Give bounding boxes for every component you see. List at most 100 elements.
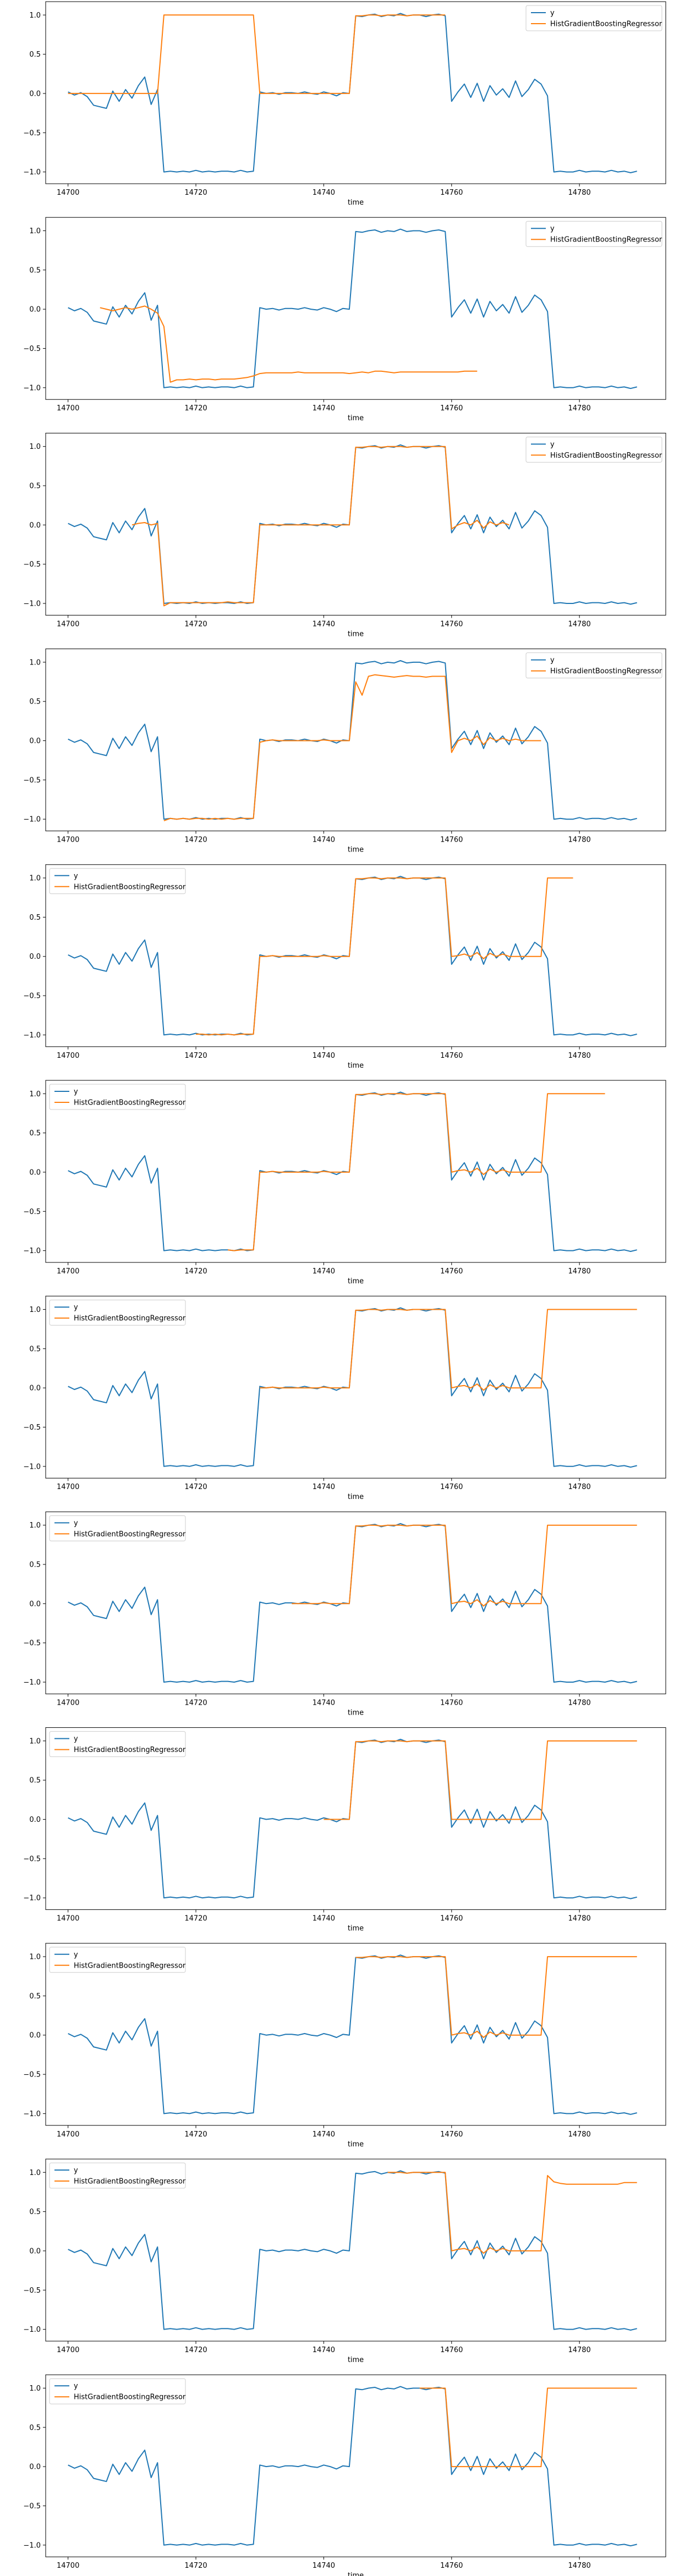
y-tick-label: 0.5	[29, 1345, 41, 1353]
y-tick-label: 0.0	[29, 1385, 41, 1393]
legend-label: HistGradientBoostingRegressor	[74, 1315, 186, 1323]
series-line-y	[68, 1954, 637, 2115]
legend-box	[525, 221, 662, 247]
x-tick-label: 14780	[568, 2130, 590, 2139]
plot-frame	[45, 1727, 666, 1910]
series-line-y	[68, 2170, 637, 2331]
x-tick-label: 14760	[440, 2346, 463, 2354]
x-tick-label: 14720	[184, 2346, 207, 2354]
x-axis-label: time	[348, 1493, 364, 1501]
y-tick-label: 0.5	[29, 2208, 41, 2216]
x-tick-label: 14780	[568, 2346, 590, 2354]
chart-panel: 14700 14720 14740 14760 14780 −1.0 −0.5 0.0 0.5 1…	[23, 2374, 666, 2576]
legend-label: HistGradientBoostingRegressor	[74, 1962, 186, 1970]
plot-frame	[45, 2158, 666, 2342]
legend-label: y	[74, 872, 78, 880]
x-tick-label: 14780	[568, 189, 590, 197]
y-tick-label: 0.0	[29, 90, 41, 98]
plot-frame	[45, 217, 666, 400]
x-axis-label: time	[348, 1277, 364, 1286]
series-line-prediction	[260, 1309, 637, 1391]
x-tick-label: 14780	[568, 836, 590, 844]
series-line-y	[68, 660, 637, 821]
x-tick-label: 14780	[568, 1052, 590, 1060]
legend: y HistGradientBoostingRegressor	[49, 1084, 186, 1110]
chart-panel: 14700 14720 14740 14760 14780 −1.0 −0.5 0.0 0.5 1…	[23, 1727, 666, 1933]
series-line-y	[68, 1307, 637, 1468]
y-tick-label: −0.5	[23, 1855, 41, 1863]
series-line-prediction	[131, 446, 509, 607]
x-tick-label: 14700	[57, 1483, 79, 1491]
legend-label: y	[550, 656, 555, 664]
y-tick-label: −1.0	[23, 2110, 41, 2118]
y-tick-label: −0.5	[23, 2502, 41, 2511]
chart-panel: 14700 14720 14740 14760 14780 −1.0 −0.5 0.0 0.5 1…	[23, 1, 666, 207]
x-tick-label: 14700	[57, 620, 79, 628]
y-tick-label: 0.0	[29, 1816, 41, 1824]
y-tick-label: 0.5	[29, 1129, 41, 1138]
plot-frame	[45, 864, 666, 1047]
x-tick-label: 14760	[440, 189, 463, 197]
y-tick-label: 0.0	[29, 2031, 41, 2040]
legend-label: HistGradientBoostingRegressor	[550, 20, 662, 29]
legend-box	[49, 1515, 186, 1541]
y-tick-label: 1.0	[29, 1522, 41, 1530]
legend-box	[525, 652, 662, 679]
legend: y HistGradientBoostingRegressor	[525, 221, 662, 247]
x-axis-label: time	[348, 2572, 364, 2576]
legend-label: HistGradientBoostingRegressor	[74, 1746, 186, 1754]
x-tick-label: 14720	[184, 1052, 207, 1060]
legend-label: y	[74, 1951, 78, 1959]
chart-panel: 14700 14720 14740 14760 14780 −1.0 −0.5 0.0 0.5 1…	[23, 432, 666, 638]
y-tick-label: −0.5	[23, 2071, 41, 2079]
legend-box	[49, 1084, 186, 1110]
legend-box	[49, 2378, 186, 2404]
plot-frame	[45, 1, 666, 184]
series-line-y	[68, 1739, 637, 1899]
x-tick-label: 14700	[57, 2130, 79, 2139]
y-tick-label: 0.0	[29, 2463, 41, 2471]
y-tick-label: −0.5	[23, 1208, 41, 1216]
x-axis-label: time	[348, 630, 364, 638]
chart-panel: 14700 14720 14740 14760 14780 −1.0 −0.5 0.0 0.5 1…	[23, 1511, 666, 1717]
legend-label: HistGradientBoostingRegressor	[74, 883, 186, 891]
legend-box	[49, 2162, 186, 2189]
x-tick-label: 14780	[568, 404, 590, 413]
legend-box	[49, 868, 186, 894]
chart-panel: 14700 14720 14740 14760 14780 −1.0 −0.5 0.0 0.5 1…	[23, 2158, 666, 2364]
series-line-y	[68, 1523, 637, 1684]
x-tick-label: 14740	[313, 1267, 335, 1276]
plot-frame	[45, 1943, 666, 2126]
x-axis-label: time	[348, 414, 364, 422]
series-line-prediction	[196, 877, 573, 1036]
legend-box	[525, 5, 662, 31]
y-tick-label: 0.5	[29, 914, 41, 922]
x-tick-label: 14720	[184, 1915, 207, 1923]
x-tick-label: 14720	[184, 1483, 207, 1491]
y-tick-label: 0.0	[29, 521, 41, 530]
y-tick-label: −1.0	[23, 168, 41, 177]
x-tick-label: 14780	[568, 1699, 590, 1707]
legend-label: HistGradientBoostingRegressor	[550, 452, 662, 460]
x-axis-label: time	[348, 2140, 364, 2149]
legend-label: HistGradientBoostingRegressor	[74, 1530, 186, 1539]
plot-frame	[45, 649, 666, 832]
legend-label: y	[550, 441, 555, 449]
x-tick-label: 14760	[440, 404, 463, 413]
legend: y HistGradientBoostingRegressor	[525, 436, 662, 463]
x-tick-label: 14740	[313, 1915, 335, 1923]
legend-label: HistGradientBoostingRegressor	[74, 1099, 186, 1107]
y-tick-label: −1.0	[23, 384, 41, 392]
legend-label: y	[550, 225, 555, 233]
series-line-prediction	[324, 1740, 637, 1820]
legend-label: y	[74, 1088, 78, 1096]
y-tick-label: 1.0	[29, 1737, 41, 1745]
x-tick-label: 14760	[440, 1052, 463, 1060]
y-tick-label: −1.0	[23, 1678, 41, 1687]
chart-panel: 14700 14720 14740 14760 14780 −1.0 −0.5 0.0 0.5 1…	[23, 217, 666, 422]
x-tick-label: 14700	[57, 1699, 79, 1707]
x-tick-label: 14700	[57, 2562, 79, 2570]
legend-label: y	[74, 1735, 78, 1743]
x-tick-label: 14740	[313, 1699, 335, 1707]
x-tick-label: 14760	[440, 836, 463, 844]
